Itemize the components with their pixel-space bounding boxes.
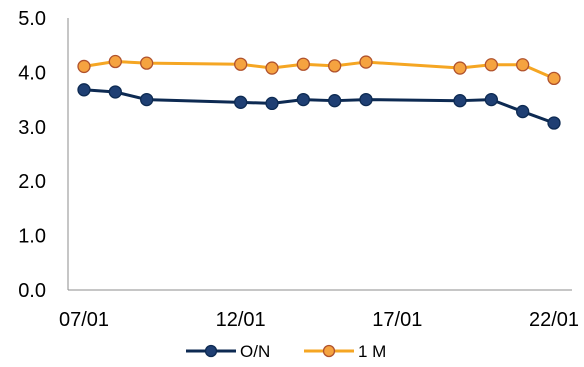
data-point	[453, 61, 467, 75]
y-tick-label: 3.0	[18, 117, 46, 139]
legend-label: O/N	[240, 342, 270, 361]
series-line	[83, 60, 555, 80]
y-tick-label: 4.0	[18, 62, 46, 84]
x-tick-labels: 07/01 12/01 17/01 22/01	[59, 309, 579, 331]
data-point	[77, 59, 91, 74]
data-point	[140, 92, 154, 107]
legend-label: 1 M	[358, 342, 386, 361]
y-tick-label: 5.0	[18, 8, 46, 30]
series-on	[77, 83, 561, 130]
data-point	[265, 96, 279, 111]
y-tick-labels: 0.0 1.0 2.0 3.0 4.0 5.0	[18, 8, 46, 302]
data-point	[547, 71, 561, 86]
data-point	[296, 92, 310, 107]
data-point	[484, 58, 498, 72]
x-tick-label: 07/01	[59, 309, 109, 331]
series-1m	[77, 54, 561, 86]
data-point	[234, 57, 248, 71]
legend-marker	[322, 344, 336, 358]
legend-item: O/N	[186, 342, 270, 361]
data-point	[516, 58, 530, 72]
series-line	[83, 88, 555, 125]
y-tick-label: 2.0	[18, 171, 46, 193]
data-point	[547, 116, 561, 130]
y-tick-label: 0.0	[18, 280, 46, 302]
x-tick-label: 17/01	[372, 309, 422, 331]
data-point	[328, 59, 342, 73]
data-point	[453, 94, 467, 108]
data-point	[140, 56, 154, 70]
data-point	[77, 83, 91, 97]
x-tick-label: 12/01	[216, 309, 266, 331]
data-point	[328, 94, 342, 108]
data-point	[516, 104, 530, 119]
legend-marker	[204, 344, 218, 358]
legend: O/N 1 M	[186, 342, 386, 361]
data-point	[359, 92, 373, 107]
legend-item: 1 M	[304, 342, 386, 361]
y-tick-label: 1.0	[18, 226, 46, 248]
data-point	[359, 55, 373, 69]
data-point	[296, 57, 310, 71]
data-point	[234, 95, 248, 109]
axes	[67, 18, 572, 291]
series-layer	[77, 54, 561, 130]
data-point	[108, 85, 122, 99]
data-point	[484, 92, 498, 107]
data-point	[265, 61, 279, 75]
data-point	[108, 54, 122, 69]
x-tick-label: 22/01	[529, 309, 579, 331]
